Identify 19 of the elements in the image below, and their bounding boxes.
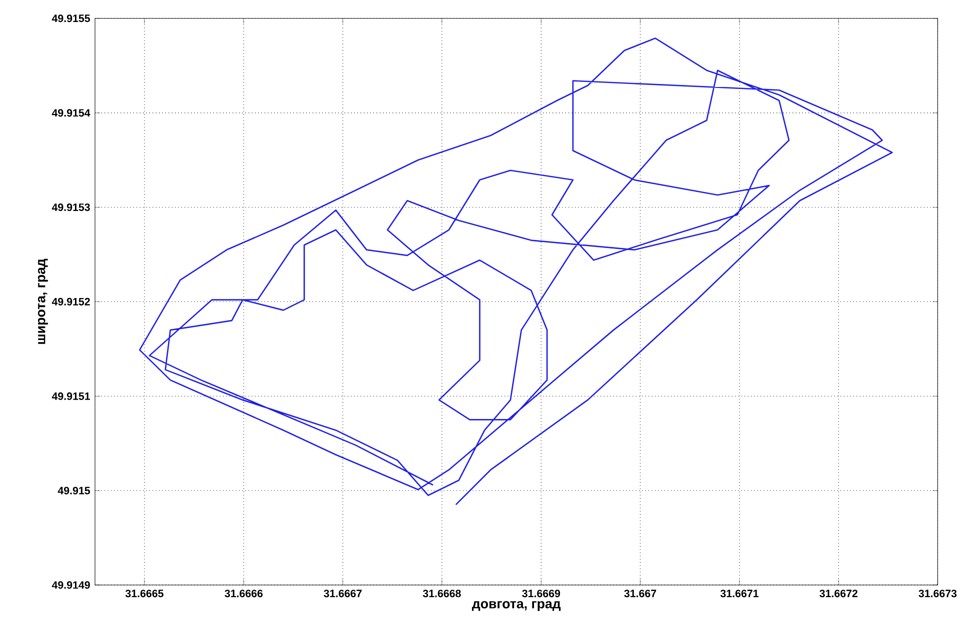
x-tick-label: 31.6669: [522, 590, 560, 598]
y-tick-label: 49.9153: [52, 203, 90, 212]
y-tick-label: 49.915: [58, 486, 90, 494]
x-axis-title: довгота, град: [472, 601, 561, 612]
x-tick-label: 31.6666: [224, 590, 263, 598]
y-tick-label: 49.9151: [52, 392, 90, 400]
x-tick-label: 31.6668: [422, 590, 461, 598]
y-tick-label: 49.9154: [52, 109, 90, 117]
x-tick-label: 31.6673: [918, 590, 957, 598]
y-tick-label: 49.9149: [52, 581, 90, 589]
x-tick-label: 31.6671: [720, 590, 758, 598]
y-axis-title: широта, град: [38, 258, 48, 344]
y-tick-label: 49.9152: [52, 298, 90, 306]
line-series: [138, 38, 893, 506]
x-tick-label: 31.6667: [324, 590, 362, 598]
x-tick-label: 31.6672: [820, 590, 858, 598]
x-tick-label: 31.667: [624, 590, 656, 598]
x-tick-label: 31.6665: [125, 590, 164, 598]
y-tick-label: 49.9155: [52, 14, 90, 22]
